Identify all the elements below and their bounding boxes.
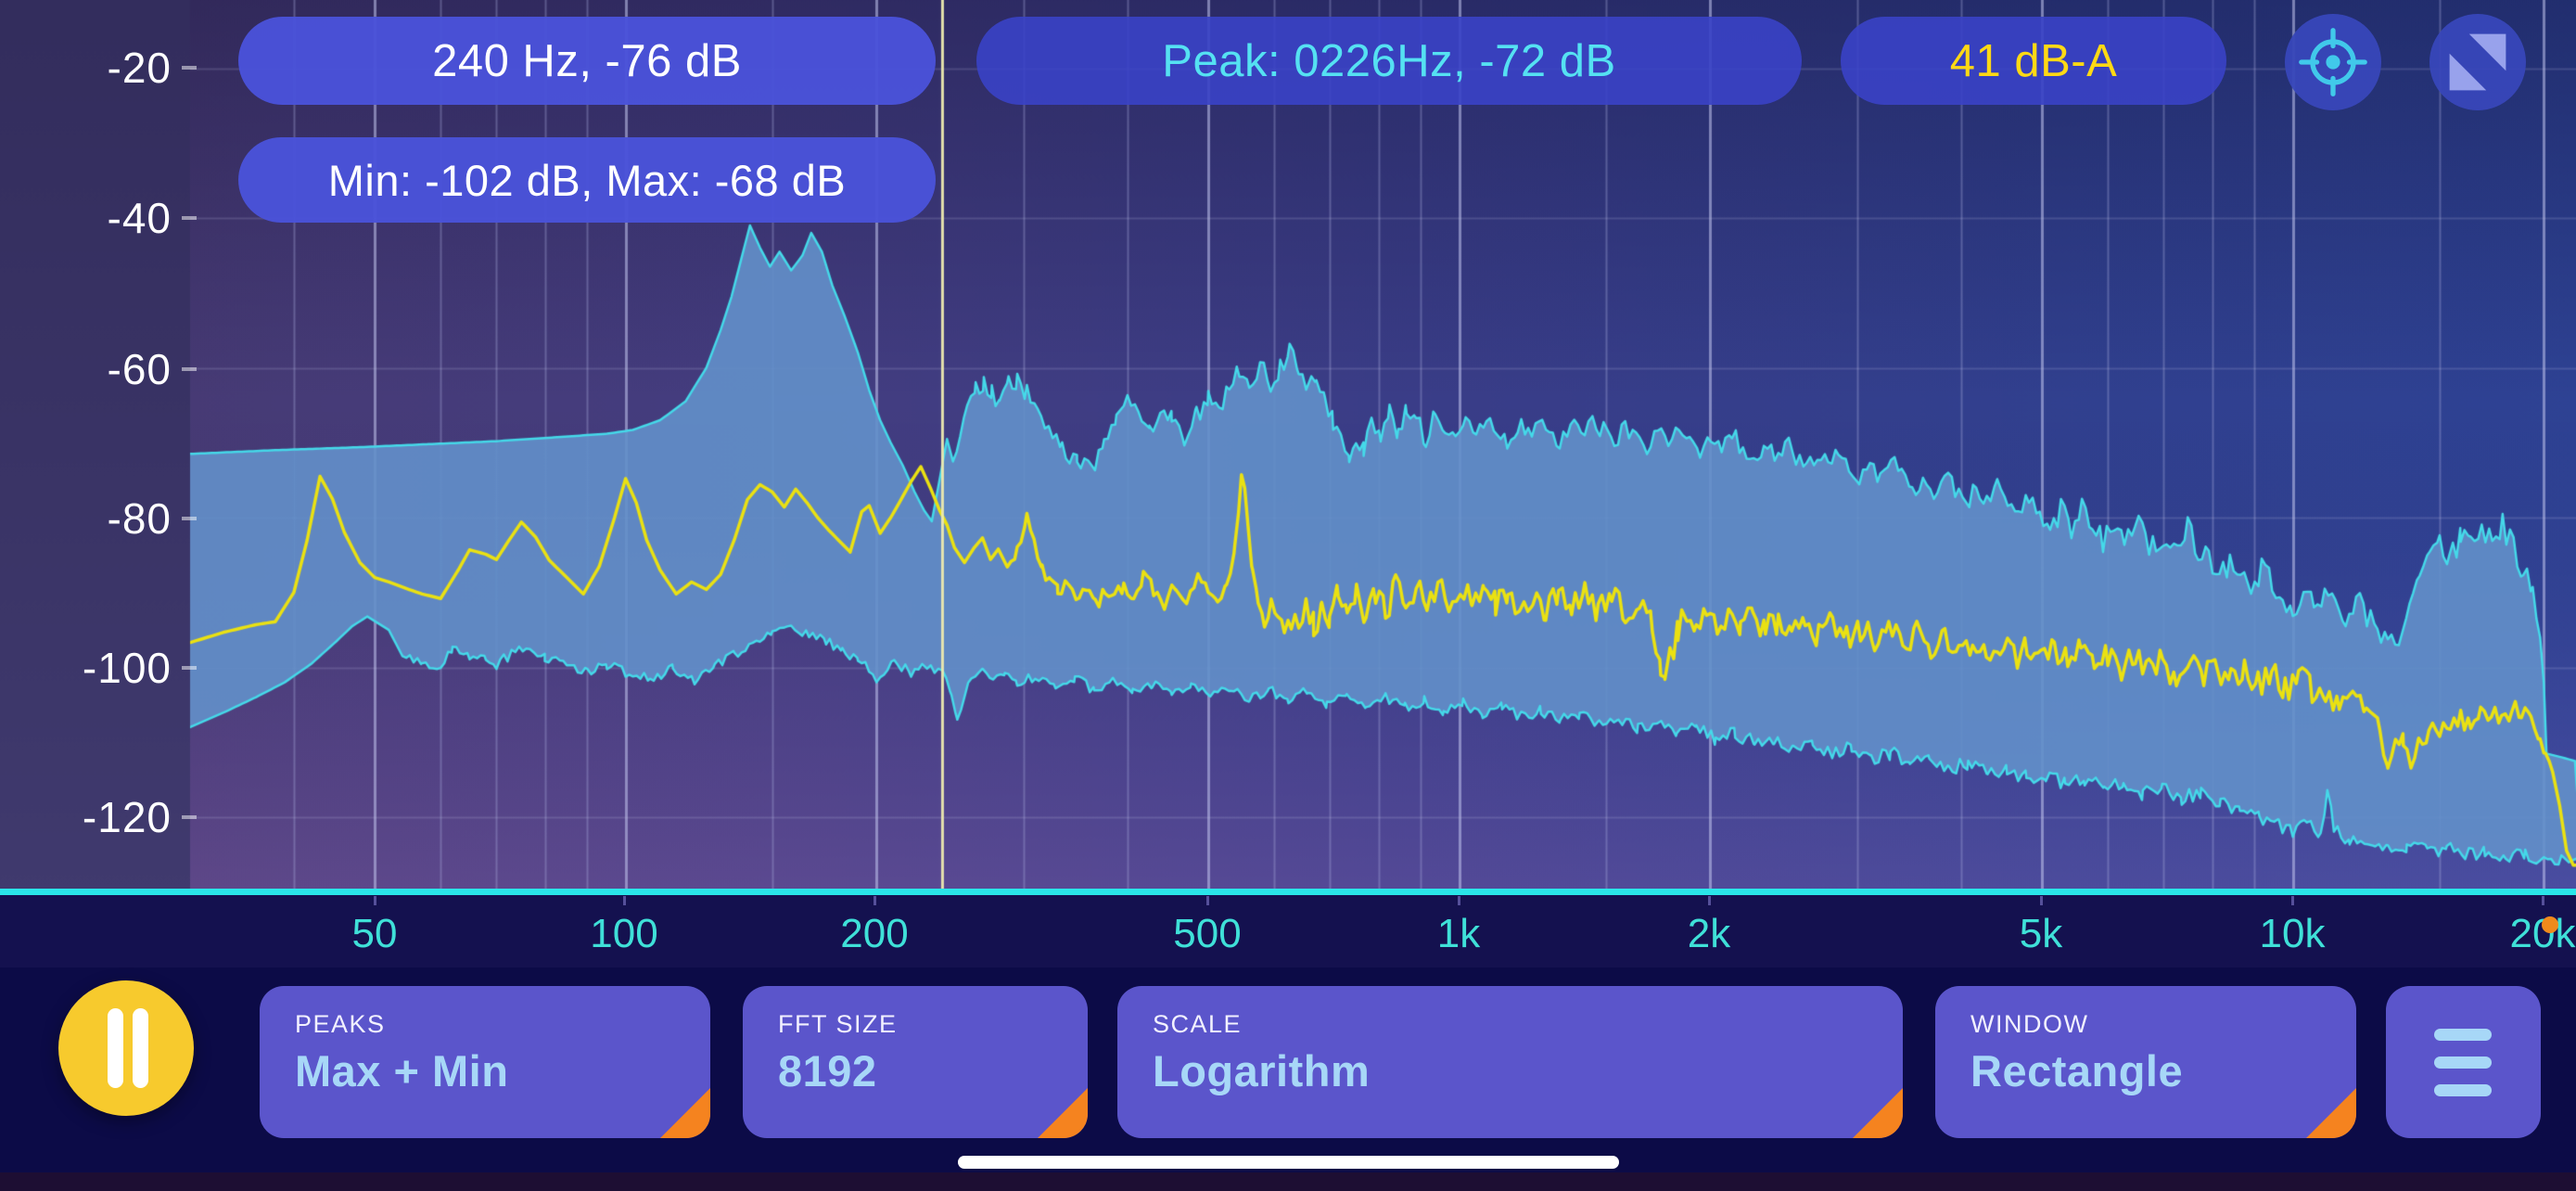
y-axis-label: -40 [107, 194, 172, 242]
y-axis-label: -120 [82, 793, 172, 841]
card-label: PEAKS [295, 1010, 386, 1038]
x-axis-tick [2542, 896, 2544, 905]
corner-notch-icon [1853, 1088, 1903, 1138]
card-label: FFT SIZE [778, 1010, 898, 1038]
y-axis-tick [182, 815, 197, 819]
y-axis-tick [182, 517, 197, 520]
corner-notch-icon [660, 1088, 710, 1138]
x-axis-tick [2040, 896, 2043, 905]
pause-icon [108, 1008, 123, 1088]
minmax-readout-pill[interactable]: Min: -102 dB, Max: -68 dB [238, 137, 936, 223]
pause-button[interactable] [58, 980, 194, 1116]
x-axis-tick [1708, 896, 1711, 905]
corner-notch-icon [2306, 1088, 2356, 1138]
x-axis-label: 10k [2259, 911, 2326, 956]
crosshair-icon [2299, 28, 2367, 96]
card-value: Rectangle [1970, 1046, 2184, 1095]
x-axis-label: 500 [1173, 911, 1242, 956]
card-label: SCALE [1153, 1010, 1243, 1038]
peaks-mode-card[interactable]: PEAKS Max + Min [260, 986, 710, 1138]
x-axis-label: 1k [1436, 911, 1481, 956]
x-axis-tick [874, 896, 876, 905]
y-axis-tick [182, 367, 197, 371]
y-axis-tick [182, 216, 197, 220]
card-label: WINDOW [1970, 1010, 2089, 1038]
fullscreen-button[interactable] [2429, 14, 2526, 110]
level-dba-pill[interactable]: 41 dB-A [1841, 17, 2226, 105]
pause-icon [133, 1008, 148, 1088]
x-axis-label: 200 [840, 911, 909, 956]
y-axis-tick [182, 666, 197, 670]
corner-notch-icon [1038, 1088, 1088, 1138]
x-axis-label: 50 [351, 911, 398, 956]
x-axis-tick [1458, 896, 1460, 905]
frequency-axis [0, 895, 2576, 967]
x-axis-label: 100 [590, 911, 658, 956]
hamburger-icon [2434, 1029, 2492, 1041]
y-axis-label: -80 [107, 494, 172, 543]
peak-marker-dot [2542, 916, 2558, 933]
hamburger-icon [2434, 1057, 2492, 1069]
fft-size-card[interactable]: FFT SIZE 8192 [743, 986, 1088, 1138]
menu-button[interactable] [2386, 986, 2541, 1138]
bottom-strip [0, 1172, 2576, 1191]
home-indicator[interactable] [958, 1156, 1619, 1169]
card-value: 8192 [778, 1046, 877, 1095]
card-value: Logarithm [1153, 1046, 1371, 1095]
spectrum-plot[interactable] [0, 0, 2576, 893]
peak-readout-pill[interactable]: Peak: 0226Hz, -72 dB [976, 17, 1802, 105]
x-axis-tick [623, 896, 626, 905]
window-function-card[interactable]: WINDOW Rectangle [1935, 986, 2356, 1138]
x-axis-label: 5k [2019, 911, 2063, 956]
cursor-readout-pill[interactable]: 240 Hz, -76 dB [238, 17, 936, 105]
y-axis-label: -20 [107, 44, 172, 92]
scale-card[interactable]: SCALE Logarithm [1117, 986, 1903, 1138]
y-axis-tick [182, 66, 197, 70]
x-axis-label: 20k [2509, 911, 2576, 956]
y-axis-label: -60 [107, 345, 172, 393]
plot-bottom-border [0, 889, 2576, 895]
x-axis-label: 2k [1687, 911, 1731, 956]
x-axis-tick [2291, 896, 2294, 905]
y-axis-label: -100 [82, 644, 172, 692]
hamburger-icon [2434, 1084, 2492, 1096]
card-value: Max + Min [295, 1046, 509, 1095]
x-axis-tick [374, 896, 376, 905]
x-axis-tick [1206, 896, 1209, 905]
crosshair-button[interactable] [2285, 14, 2381, 110]
fullscreen-expand-icon [2449, 33, 2506, 91]
